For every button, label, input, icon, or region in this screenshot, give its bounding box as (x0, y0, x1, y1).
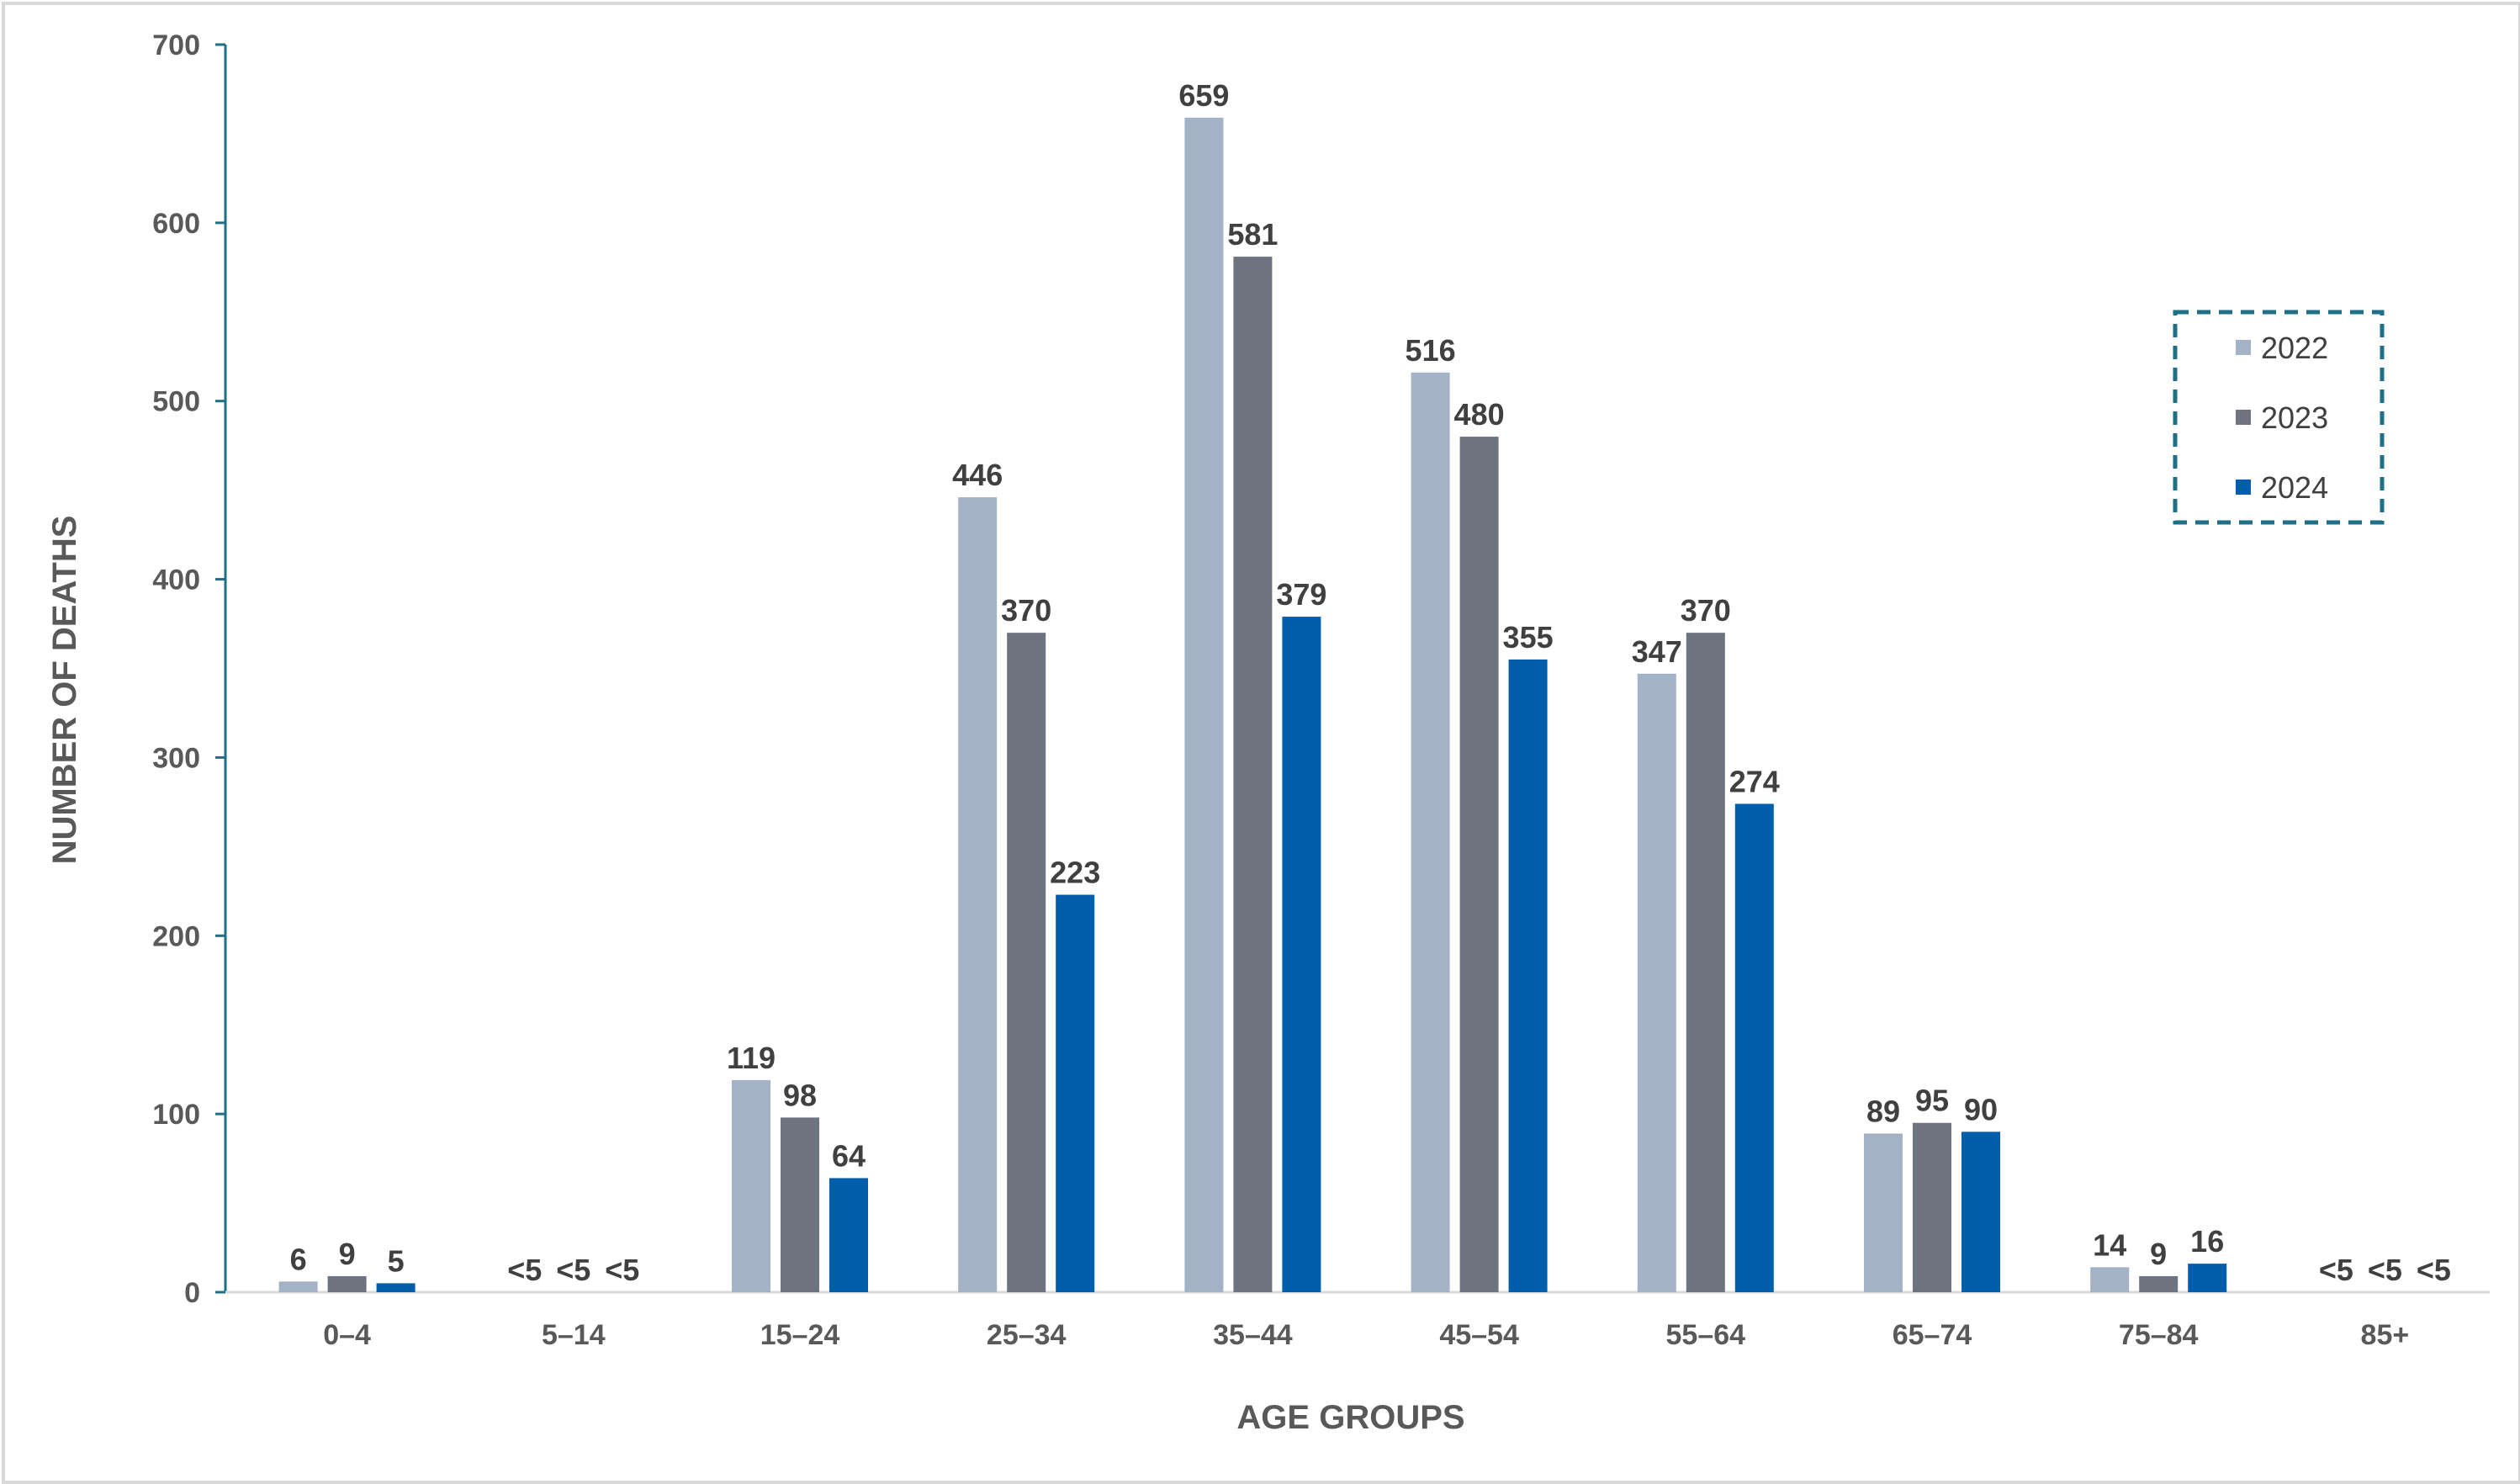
y-tick-label: 600 (152, 208, 200, 240)
y-tick-label: 500 (152, 386, 200, 418)
data-label: <5 (556, 1253, 590, 1287)
data-label: 9 (339, 1237, 356, 1271)
data-label: 347 (1632, 634, 1682, 669)
bar-2022-2 (732, 1079, 770, 1292)
data-label: 581 (1227, 217, 1278, 252)
y-axis: 0 100 200 300 400 500 600 700 (152, 29, 227, 1309)
y-tick-label: 100 (152, 1099, 200, 1131)
data-label: 274 (1729, 765, 1780, 799)
y-tick-label: 300 (152, 742, 200, 774)
x-tick-label: 25–34 (987, 1319, 1067, 1351)
bar-2023-4 (1233, 257, 1273, 1292)
bar-2024-3 (1056, 894, 1095, 1292)
data-label: 6 (290, 1242, 307, 1276)
bar-2022-0 (278, 1281, 318, 1292)
data-label: 95 (1915, 1084, 1949, 1118)
legend-border (2173, 310, 2385, 525)
bar-2024-6 (1734, 803, 1774, 1292)
x-tick-label: 75–84 (2119, 1319, 2199, 1351)
data-labels: 6 9 5 <5 <5 <51199864446370223659581379516480… (290, 78, 2451, 1287)
y-axis-title: NUMBER OF DEATHS (46, 516, 83, 865)
legend-item-2023: 2023 (2236, 400, 2328, 435)
data-label: 98 (783, 1078, 817, 1112)
data-label: <5 (2319, 1253, 2353, 1287)
bar-2022-7 (1864, 1133, 1903, 1292)
data-label: 370 (1681, 593, 1731, 628)
legend-label-2024: 2024 (2261, 470, 2328, 505)
x-tick-label: 85+ (2361, 1319, 2410, 1351)
x-tick-label: 65–74 (1893, 1319, 1972, 1351)
x-axis: 0–4 5–14 15–24 25–34 35–44 45–54 55–64 65–74 75–… (225, 1291, 2490, 1351)
data-label: 5 (388, 1243, 405, 1278)
legend-label-2022: 2022 (2261, 331, 2328, 365)
bar-2024-7 (1961, 1132, 2000, 1292)
bar-2023-7 (1913, 1122, 1951, 1292)
data-label: 14 (2093, 1227, 2126, 1262)
legend-swatch-2023 (2236, 410, 2251, 425)
bar-2024-5 (1508, 659, 1548, 1292)
legend: 2022 2023 2024 (2173, 310, 2385, 525)
data-label: <5 (2417, 1253, 2451, 1287)
x-tick-label: 35–44 (1213, 1319, 1293, 1351)
x-axis-title: AGE GROUPS (1236, 1399, 1464, 1436)
data-label: 89 (1866, 1094, 1900, 1128)
bar-2024-8 (2188, 1264, 2227, 1292)
x-tick-label: 5–14 (542, 1319, 606, 1351)
x-tick-label: 0–4 (323, 1319, 371, 1351)
data-label: 446 (952, 458, 1003, 492)
data-label: <5 (605, 1253, 639, 1287)
bar-2024-0 (376, 1283, 416, 1292)
bar-2023-6 (1686, 633, 1725, 1292)
bar-2022-6 (1637, 673, 1676, 1292)
data-label: 223 (1050, 856, 1100, 890)
legend-item-2024: 2024 (2236, 470, 2328, 505)
data-label: 9 (2150, 1237, 2167, 1271)
legend-swatch-2022 (2236, 340, 2251, 355)
y-tick-label: 200 (152, 920, 200, 952)
data-label: <5 (2368, 1253, 2402, 1287)
y-tick-label: 0 (184, 1277, 200, 1309)
bar-2023-8 (2139, 1275, 2179, 1292)
data-label: 90 (1964, 1092, 1998, 1126)
data-label: 659 (1178, 78, 1229, 113)
bar-2024-2 (829, 1178, 868, 1292)
x-tick-label: 55–64 (1666, 1319, 1746, 1351)
bar-2022-4 (1184, 117, 1224, 1292)
data-label: <5 (507, 1253, 542, 1287)
bar-2023-0 (327, 1275, 367, 1292)
data-label: 370 (1001, 593, 1051, 628)
bar-2024-4 (1282, 617, 1321, 1292)
data-label: 64 (832, 1138, 866, 1173)
bar-2023-2 (781, 1117, 819, 1292)
legend-item-2022: 2022 (2236, 331, 2328, 365)
data-label: 480 (1454, 397, 1505, 432)
bars (278, 117, 2227, 1292)
data-label: 379 (1276, 577, 1326, 612)
bar-2022-8 (2090, 1267, 2130, 1292)
bar-chart: 0 100 200 300 400 500 600 700 0–4 5–14 15–24 25–34… (46, 29, 2490, 1436)
legend-label-2023: 2023 (2261, 400, 2328, 435)
bar-2022-3 (958, 497, 998, 1292)
y-tick-label: 700 (152, 29, 200, 61)
y-tick-label: 400 (152, 564, 200, 596)
bar-2022-5 (1411, 372, 1450, 1292)
bar-2023-5 (1459, 437, 1499, 1292)
data-label: 16 (2190, 1224, 2224, 1259)
legend-swatch-2024 (2236, 480, 2251, 495)
data-label: 516 (1406, 333, 1456, 368)
data-label: 355 (1503, 620, 1554, 655)
bar-2023-3 (1007, 633, 1046, 1292)
x-tick-label: 15–24 (760, 1319, 840, 1351)
x-tick-label: 45–54 (1439, 1319, 1519, 1351)
data-label: 119 (727, 1041, 776, 1075)
